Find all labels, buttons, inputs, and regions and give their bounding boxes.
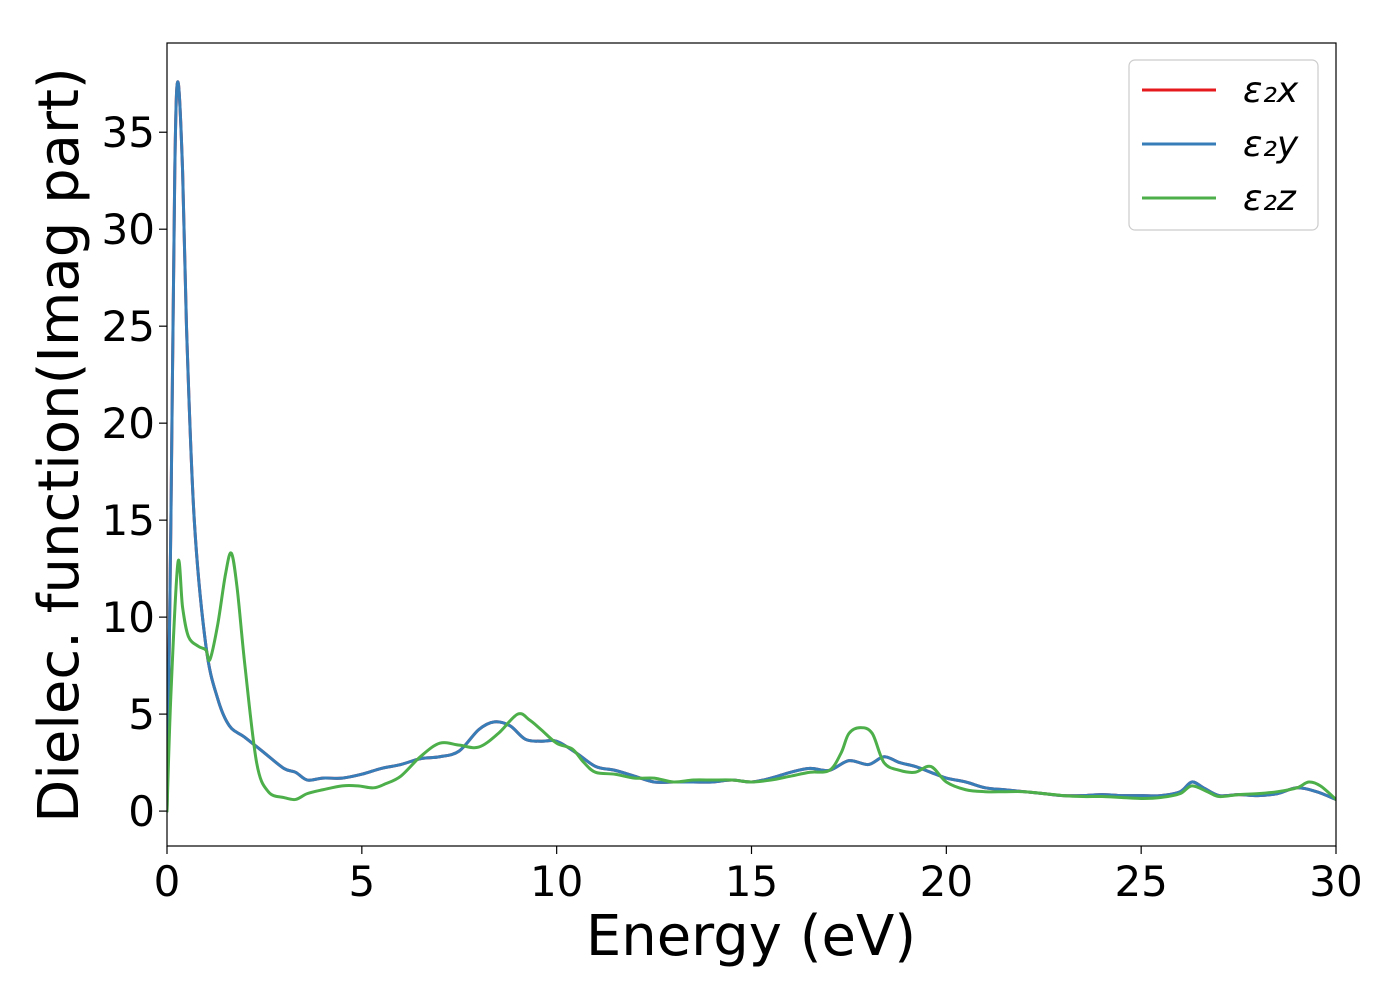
- y-tick-label: 35: [102, 108, 155, 157]
- y-tick-label: 25: [102, 302, 155, 351]
- x-tick-label: 0: [154, 857, 181, 906]
- x-tick-label: 20: [920, 857, 973, 906]
- x-tick-label: 30: [1309, 857, 1362, 906]
- legend: ε₂x ε₂y ε₂z: [1128, 59, 1319, 231]
- x-tick-label: 15: [725, 857, 778, 906]
- y-tick-label: 15: [102, 496, 155, 545]
- series-line-eps2z: [167, 551, 1336, 813]
- y-tick-label: 0: [128, 787, 155, 836]
- y-axis-title: Dielec. function(Imag part): [27, 67, 92, 823]
- legend-label-eps2x: ε₂x: [1243, 70, 1299, 111]
- legend-box: [1128, 59, 1319, 231]
- x-tick-label: 5: [348, 857, 375, 906]
- y-tick-label: 10: [102, 593, 155, 642]
- y-tick-label: 5: [128, 690, 155, 739]
- y-tick-label: 30: [102, 205, 155, 254]
- series-lines: [167, 80, 1336, 813]
- y-tick-label: 20: [102, 399, 155, 448]
- x-axis-title: Energy (eV): [586, 904, 916, 969]
- plot-area: [166, 42, 1337, 847]
- legend-label-eps2y: ε₂y: [1243, 124, 1299, 165]
- series-line-eps2y: [167, 80, 1336, 813]
- x-tick-label: 25: [1114, 857, 1167, 906]
- y-axis-ticks: 0 5 10 15 20 25 30 35: [102, 108, 167, 836]
- legend-label-eps2z: ε₂z: [1243, 178, 1297, 219]
- x-tick-label: 10: [530, 857, 583, 906]
- x-axis-ticks: 0 5 10 15 20 25 30: [154, 846, 1363, 906]
